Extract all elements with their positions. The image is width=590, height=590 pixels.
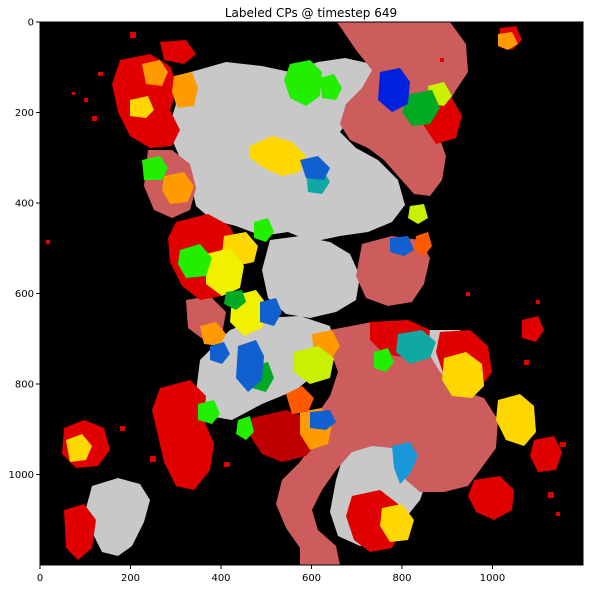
speckle xyxy=(98,72,103,76)
orange-region-1 xyxy=(142,60,168,86)
orange-region-3 xyxy=(162,172,194,204)
speckles xyxy=(46,32,566,516)
yellow-region-1 xyxy=(250,136,306,176)
yellow-green-region-1 xyxy=(294,346,334,384)
orange-region-7 xyxy=(498,32,518,50)
y-tick-label: 800 xyxy=(15,380,34,391)
y-tick-label: 0 xyxy=(28,18,34,29)
red-region-10 xyxy=(530,436,562,472)
green-region-7 xyxy=(374,348,394,372)
red-region-9 xyxy=(468,476,514,520)
green-region-1 xyxy=(284,60,322,106)
speckle xyxy=(46,240,50,244)
blue-region-2 xyxy=(236,340,264,392)
chart-title: Labeled CPs @ timestep 649 xyxy=(225,6,397,20)
blue-region-3 xyxy=(260,298,282,326)
grey-region-bottom-left xyxy=(86,478,150,556)
orange-region-2 xyxy=(172,72,198,108)
orange-red-region-1 xyxy=(286,386,314,414)
y-tick-label: 200 xyxy=(15,108,34,119)
plot-area xyxy=(39,21,584,566)
rose-region-center-right xyxy=(356,236,430,306)
y-tick-label: 600 xyxy=(15,289,34,300)
x-axis-ticks: 0 200 400 600 800 1000 xyxy=(37,565,505,584)
speckle xyxy=(120,426,125,431)
yellow-region-2 xyxy=(442,352,484,398)
red-region-12 xyxy=(64,504,96,560)
green-region-6 xyxy=(198,400,220,424)
y-tick-label: 400 xyxy=(15,199,34,210)
deep-blue-region xyxy=(378,68,410,112)
x-tick-label: 600 xyxy=(302,573,321,584)
green-region-4 xyxy=(178,244,212,278)
sky-blue-region xyxy=(392,442,418,484)
rose-region-large-bottom xyxy=(276,322,498,565)
speckle xyxy=(84,98,88,102)
speckle xyxy=(524,360,529,365)
rose-region-top-right xyxy=(337,22,468,196)
yellow-region-6 xyxy=(130,96,154,118)
blue-region-4 xyxy=(210,342,230,364)
red-region-13 xyxy=(522,316,544,342)
x-tick-label: 1000 xyxy=(480,573,505,584)
green-region-2 xyxy=(320,74,342,100)
y-tick-label: 1000 xyxy=(9,470,34,481)
grey-region-middle xyxy=(262,236,360,318)
orange-region-5 xyxy=(200,322,226,346)
x-tick-label: 200 xyxy=(121,573,140,584)
red-region-2 xyxy=(160,40,196,64)
speckle xyxy=(92,116,97,121)
green-region-8 xyxy=(236,416,254,440)
orange-red-region-2 xyxy=(414,232,432,256)
yellow-region-4 xyxy=(66,434,92,462)
speckle xyxy=(224,462,230,467)
speckle xyxy=(560,442,566,447)
teal-region-2 xyxy=(396,330,436,364)
blue-region-1 xyxy=(300,156,330,180)
x-tick-label: 0 xyxy=(37,573,43,584)
speckle xyxy=(466,292,470,296)
speckle xyxy=(130,32,136,38)
yellow-region-3 xyxy=(496,394,536,446)
yellow-region-5 xyxy=(380,504,414,542)
x-tick-label: 400 xyxy=(211,573,230,584)
x-tick-label: 800 xyxy=(392,573,411,584)
speckle xyxy=(536,300,540,304)
light-yellow-region-1 xyxy=(206,248,244,296)
speckle xyxy=(440,58,444,62)
yellow-green-region-3 xyxy=(408,204,428,224)
speckle xyxy=(150,456,156,462)
speckle xyxy=(548,492,554,498)
dark-green-region-3 xyxy=(224,290,246,310)
blue-region-6 xyxy=(390,236,414,256)
green-region-3 xyxy=(142,156,168,180)
speckle xyxy=(72,92,75,95)
blue-region-5 xyxy=(310,410,336,430)
y-axis-ticks: 0 200 400 600 800 1000 xyxy=(9,18,40,481)
speckle xyxy=(556,512,560,516)
dark-green-region-1 xyxy=(402,90,440,126)
green-region-5 xyxy=(254,218,274,242)
